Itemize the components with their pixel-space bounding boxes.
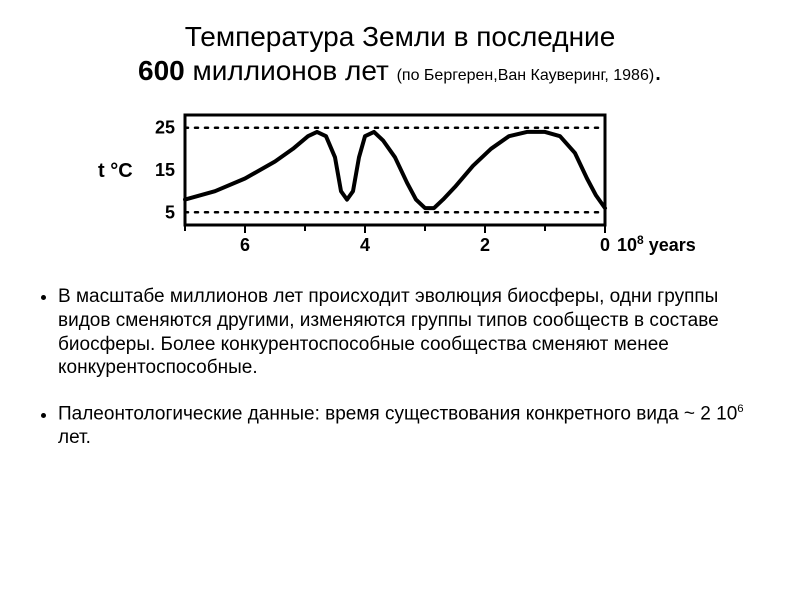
title-period: . [654, 55, 662, 86]
svg-text:6: 6 [240, 235, 250, 255]
bullet-2-text-b: лет. [58, 427, 91, 448]
bullet-list: В масштабе миллионов лет происходит эвол… [30, 285, 770, 450]
title-part-c: миллионов лет [185, 55, 397, 86]
svg-text:15: 15 [155, 160, 175, 180]
svg-text:25: 25 [155, 118, 175, 138]
bullet-2-text-a: Палеонтологические данные: время существ… [58, 404, 737, 425]
bullet-2-sup: 6 [737, 403, 743, 415]
svg-text:0: 0 [600, 235, 610, 255]
title-citation: (по Бергерен,Ван Кауверинг, 1986) [397, 67, 655, 84]
bullet-1: В масштабе миллионов лет происходит эвол… [58, 285, 770, 380]
temperature-chart: 5 15 25 t °C 6 4 2 0 108 years [90, 105, 710, 265]
svg-text:t °C: t °C [98, 160, 133, 182]
page-title: Температура Земли в последние 600 миллио… [30, 20, 770, 87]
chart-svg: 5 15 25 t °C 6 4 2 0 108 years [90, 105, 710, 265]
bullet-1-text: В масштабе миллионов лет происходит эвол… [58, 286, 719, 378]
bullet-2: Палеонтологические данные: время существ… [58, 402, 770, 450]
title-part-a: Температура Земли в последние [185, 21, 616, 52]
svg-text:5: 5 [165, 202, 175, 222]
svg-text:108 years: 108 years [617, 233, 696, 255]
svg-text:2: 2 [480, 235, 490, 255]
svg-text:4: 4 [360, 235, 370, 255]
title-bold-number: 600 [138, 55, 185, 86]
